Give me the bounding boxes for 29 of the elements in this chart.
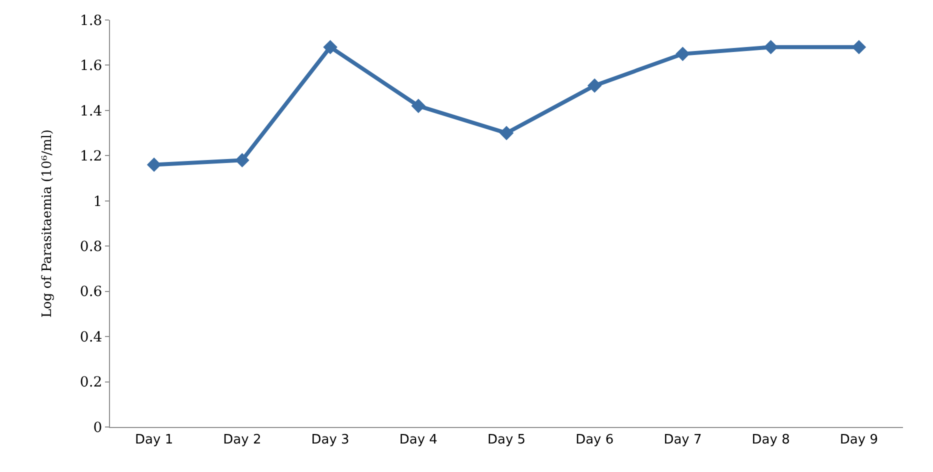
point — [587, 78, 602, 93]
point — [323, 40, 338, 54]
x-tick-label: Day 7 — [664, 432, 702, 448]
y-tick-label: 1.6 — [80, 58, 102, 74]
y-tick-label: 0.6 — [80, 284, 102, 300]
point — [764, 40, 778, 54]
x-tick-label: Day 1 — [135, 432, 174, 448]
y-tick-label: 0.4 — [80, 329, 102, 346]
x-tick-label: Day 8 — [752, 432, 790, 448]
y-tick-label: 0.2 — [80, 374, 102, 391]
point — [146, 158, 162, 172]
y-tick-label: 1.8 — [80, 12, 102, 29]
y-tick-label: 1.2 — [80, 148, 102, 165]
y-axis-title: Log of Parasitaemia (10⁶/ml) — [40, 129, 55, 318]
y-tick-label: 1.4 — [80, 103, 102, 120]
point — [676, 46, 690, 62]
point — [499, 126, 514, 140]
y-tick-label: 0 — [93, 420, 102, 436]
x-tick-label: Day 4 — [399, 432, 438, 448]
x-tick-label: Day 3 — [311, 432, 350, 448]
point — [235, 153, 250, 168]
x-tick-label: Day 2 — [223, 432, 262, 448]
x-tick-label: Day 6 — [576, 432, 614, 448]
point — [852, 40, 866, 54]
x-tick-label: Day 5 — [487, 432, 526, 448]
x-tick-label: Day 9 — [840, 432, 878, 448]
point — [411, 98, 426, 114]
y-tick-label: 1 — [93, 194, 102, 210]
y-tick-label: 0.8 — [80, 239, 102, 256]
